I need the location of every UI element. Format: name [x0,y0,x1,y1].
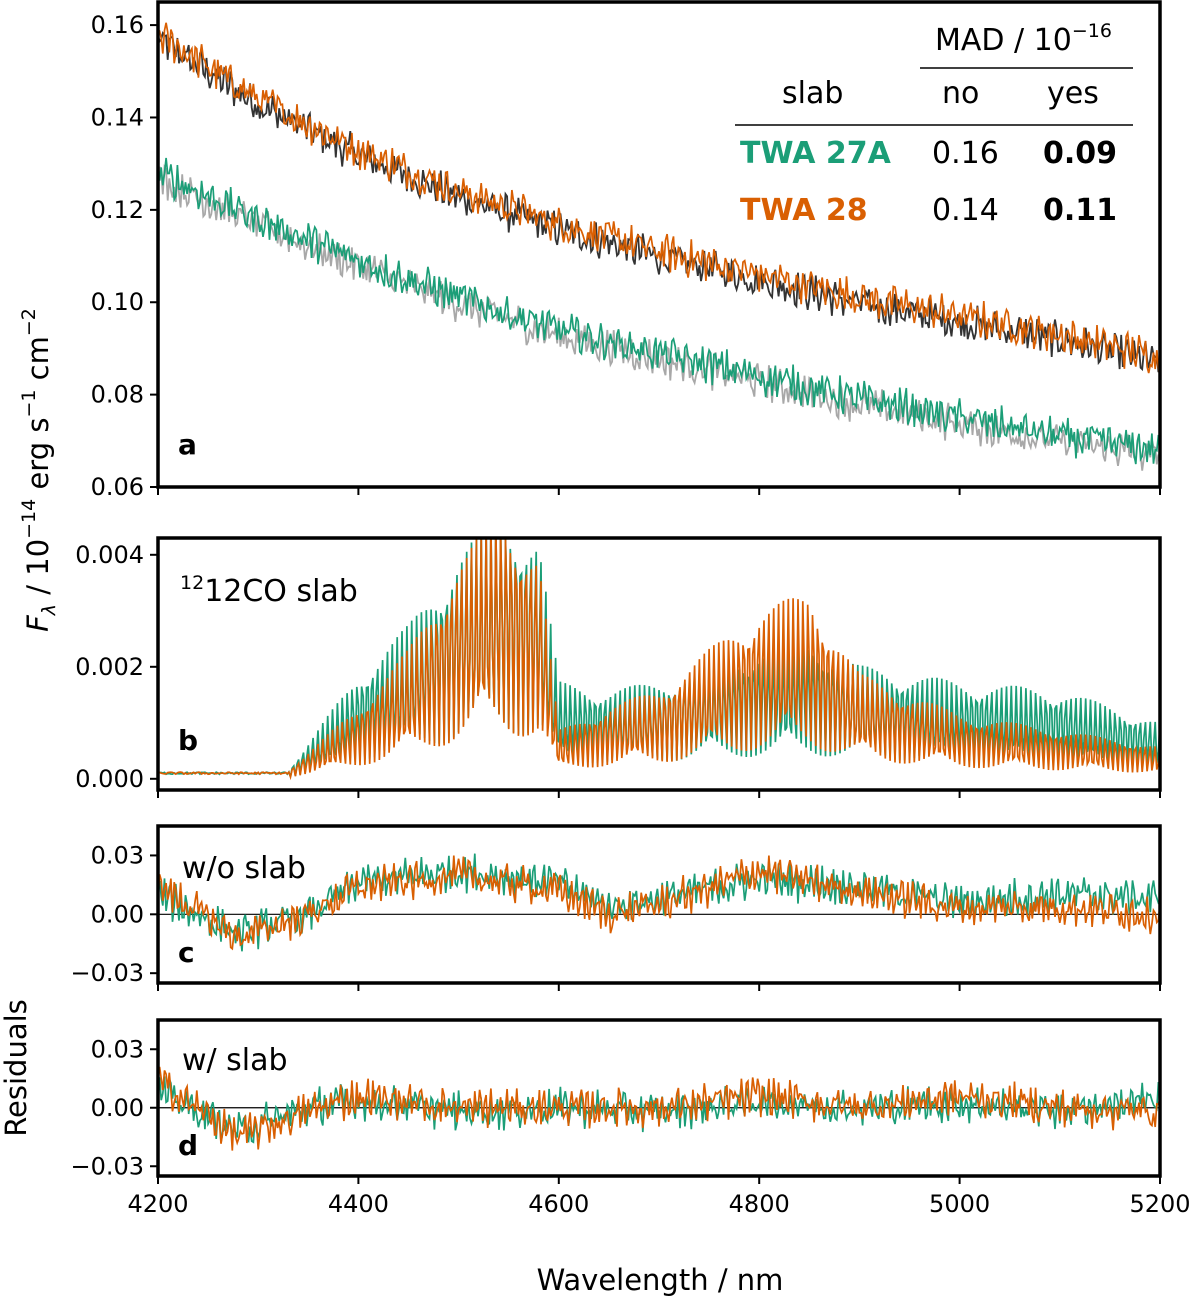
axes-frame-a [156,0,1162,489]
panel-label-b: b [178,724,198,757]
table-row-twa27a-no: 0.16 [932,136,999,171]
xtick-label: 5000 [929,1190,990,1218]
model-line-twa27a-a [158,163,1160,471]
table-col-slab: slab [782,76,843,111]
table-row-twa27a-name: TWA 27A [740,136,892,171]
series-line-twa27a-a [158,157,1160,465]
panel-b-annotation: 1212CO slab [180,572,358,609]
panel-label-c: c [178,936,195,969]
xtick-label: 4200 [127,1190,188,1218]
panel-c-annotation: w/o slab [182,851,306,886]
ytick-label-c: 0.03 [91,841,144,869]
xtick-label: 4400 [328,1190,389,1218]
table-row-twa28-no: 0.14 [932,193,999,228]
series-line-twa28-d [158,1066,1160,1151]
xtick-label: 4600 [528,1190,589,1218]
table-row-twa28-name: TWA 28 [740,193,868,228]
axes-frame-c [156,824,1162,985]
ytick-label-d: 0.00 [91,1094,144,1122]
table-col-no: no [942,76,979,111]
panel-a [156,0,1162,489]
panel-label-a: a [178,428,197,461]
table-header: MAD / 10−16 [935,20,1112,58]
y-axis-label-flux: Fλ / 10−14 erg s−1 cm−2 [18,308,60,632]
table-col-yes: yes [1047,76,1099,111]
ytick-label-c: 0.00 [91,900,144,928]
ytick-label-a: 0.12 [91,196,144,224]
ytick-label-c: −0.03 [70,959,144,987]
ytick-label-b: 0.002 [75,653,144,681]
ytick-label-b: 0.004 [75,541,144,569]
mad-table: MAD / 10−16 slab no yes TWA 27A 0.16 0.0… [735,20,1133,228]
ytick-label-a: 0.08 [91,381,144,409]
axes-frame-b [156,536,1162,792]
xtick-label: 5200 [1129,1190,1190,1218]
xtick-label: 4800 [729,1190,790,1218]
x-axis-label: Wavelength / nm [537,1263,784,1297]
panel-c [156,824,1162,985]
panel-b-annotation-text: 12CO slab [204,574,358,609]
ytick-label-a: 0.14 [91,103,144,131]
series-line-twa27a-c [158,853,1160,952]
panel-b [156,536,1162,792]
table-row-twa27a-yes: 0.09 [1043,136,1117,171]
panel-d-annotation: w/ slab [182,1043,288,1078]
ytick-label-d: 0.03 [91,1035,144,1063]
ytick-label-d: −0.03 [70,1152,144,1180]
ytick-label-b: 0.000 [75,765,144,793]
ytick-label-a: 0.16 [91,11,144,39]
panel-d [156,1018,1162,1178]
axes-frame-d [156,1018,1162,1178]
table-row-twa28-yes: 0.11 [1043,193,1117,228]
series-line-twa28-a [158,22,1160,378]
series-line-twa28-c [158,855,1160,951]
series-line-twa28-b [158,538,1160,781]
ytick-label-a: 0.10 [91,288,144,316]
y-axis-label-residuals: Residuals [0,999,33,1137]
panel-label-d: d [178,1129,198,1162]
ytick-label-a: 0.06 [91,473,144,501]
